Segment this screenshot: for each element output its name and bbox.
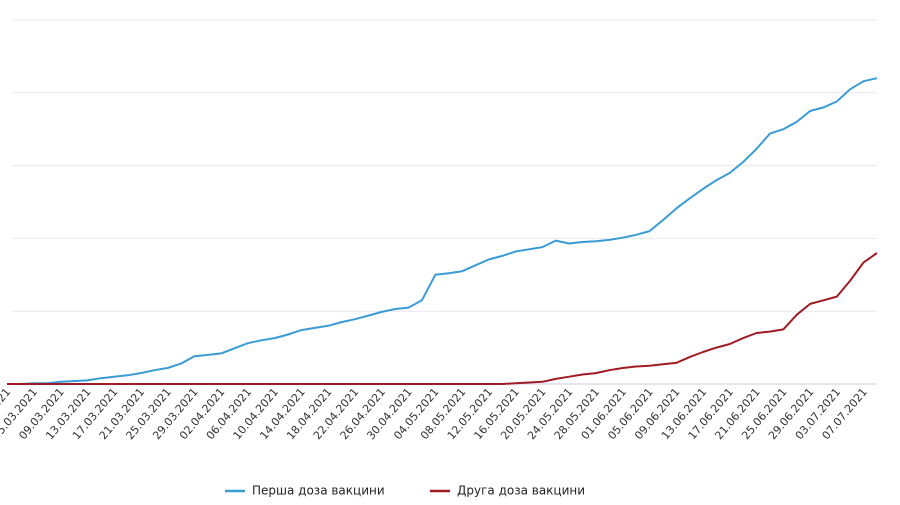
- legend-label: Друга доза вакцини: [457, 484, 585, 498]
- series-line: [7, 252, 878, 385]
- series-line: [7, 77, 878, 385]
- legend-label: Перша доза вакцини: [252, 484, 385, 498]
